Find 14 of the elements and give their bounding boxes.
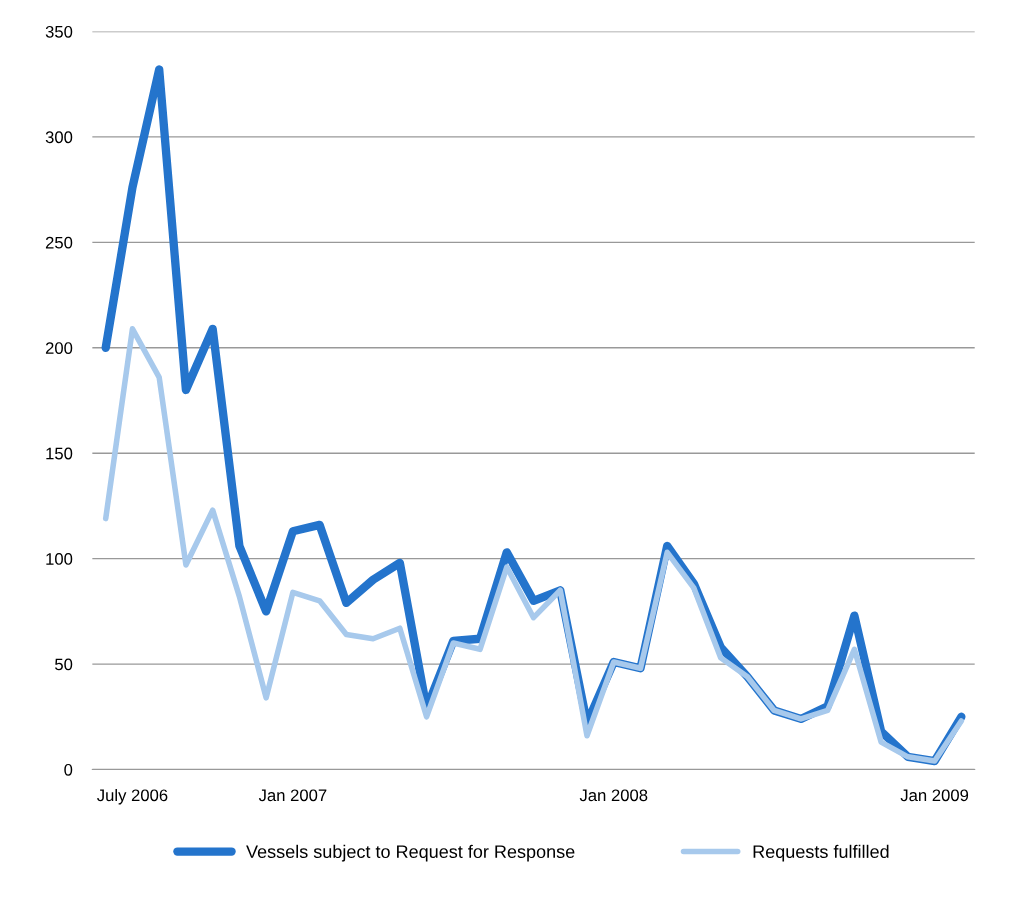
y-tick-label: 150 bbox=[46, 447, 73, 460]
legend-label: Vessels subject to Request for Response bbox=[246, 844, 575, 862]
legend-label: Requests fulfilled bbox=[753, 844, 889, 862]
y-tick-label: 100 bbox=[46, 553, 73, 565]
x-tick-label: Jan 2009 bbox=[900, 789, 969, 802]
x-tick-label: Jan 2007 bbox=[258, 789, 327, 802]
x-tick-label: July 2006 bbox=[97, 788, 168, 805]
y-tick-label: 250 bbox=[45, 236, 73, 249]
x-tick-label: Jan 2008 bbox=[579, 789, 648, 802]
y-tick-label: 0 bbox=[64, 763, 73, 776]
y-tick-label: 350 bbox=[45, 25, 73, 38]
y-tick-label: 50 bbox=[55, 658, 73, 671]
y-tick-label: 300 bbox=[45, 131, 73, 144]
y-tick-label: 200 bbox=[45, 342, 73, 354]
